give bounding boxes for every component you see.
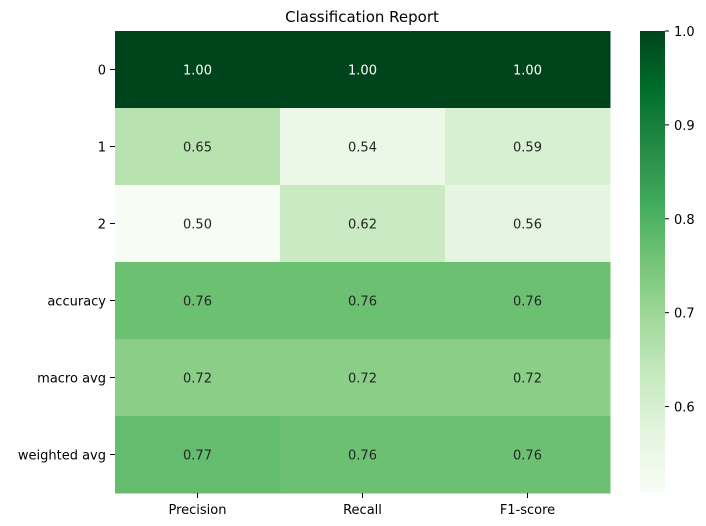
heatmap-cell [115,262,281,340]
cell-value-label: 0.77 [183,449,212,464]
heatmap-cell [115,185,281,263]
heatmap-cell [280,339,446,417]
colorbar-ticks: 0.6 0.7 0.8 0.9 1.0 [665,25,695,416]
column-label: Recall [343,503,382,518]
heatmap-cell [115,31,281,109]
cell-value-label: 1.00 [513,64,542,79]
cell-value-label: 0.72 [183,372,212,387]
heatmap-cell [115,416,281,494]
heatmap-cell [445,416,611,494]
cell-value-label: 0.76 [513,295,542,310]
cell-value-label: 0.72 [513,372,542,387]
heatmap-cell [280,185,446,263]
cell-value-label: 0.56 [513,218,542,233]
colorbar: 0.6 0.7 0.8 0.9 1.0 [640,25,695,492]
heatmap-cell [445,31,611,109]
cell-value-label: 0.76 [183,295,212,310]
row-label: 1 [98,141,106,156]
cell-value-label: 0.50 [183,218,212,233]
cell-value-label: 0.65 [183,141,212,156]
row-label: 2 [98,218,106,233]
colorbar-tick-label: 0.7 [674,307,695,322]
heatmap-cell [115,108,281,186]
column-label: Precision [168,503,226,518]
cell-value-label: 1.00 [348,64,377,79]
row-label: weighted avg [18,449,106,464]
row-label: 0 [98,64,106,79]
heatmap-cell [445,108,611,186]
cell-value-label: 0.72 [348,372,377,387]
row-label: macro avg [37,372,106,387]
heatmap-cells: 1.00 1.00 1.00 0.65 0.54 0.59 0.50 0.62 0.56 0.76… [115,31,611,494]
heatmap-cell [445,339,611,417]
colorbar-tick-label: 0.6 [674,401,695,416]
colorbar-gradient [640,31,665,492]
cell-value-label: 0.76 [348,295,377,310]
column-labels: Precision Recall F1-score [168,493,555,518]
cell-value-label: 0.59 [513,141,542,156]
heatmap-cell [280,108,446,186]
colorbar-tick-label: 0.9 [674,119,695,134]
cell-value-label: 0.76 [513,449,542,464]
cell-value-label: 0.62 [348,218,377,233]
heatmap-cell [445,262,611,340]
column-label: F1-score [500,503,555,518]
heatmap-cell [280,262,446,340]
heatmap-cell [280,31,446,109]
cell-value-label: 0.76 [348,449,377,464]
colorbar-tick-label: 0.8 [674,213,695,228]
cell-value-label: 1.00 [183,64,212,79]
heatmap-cell [280,416,446,494]
cell-value-label: 0.54 [348,141,377,156]
heatmap-cell [445,185,611,263]
heatmap-cell [115,339,281,417]
row-labels: 0 1 2 accuracy macro avg weighted avg [18,64,115,464]
chart-title: Classification Report [285,8,439,26]
colorbar-tick-label: 1.0 [674,25,695,40]
row-label: accuracy [47,295,106,310]
